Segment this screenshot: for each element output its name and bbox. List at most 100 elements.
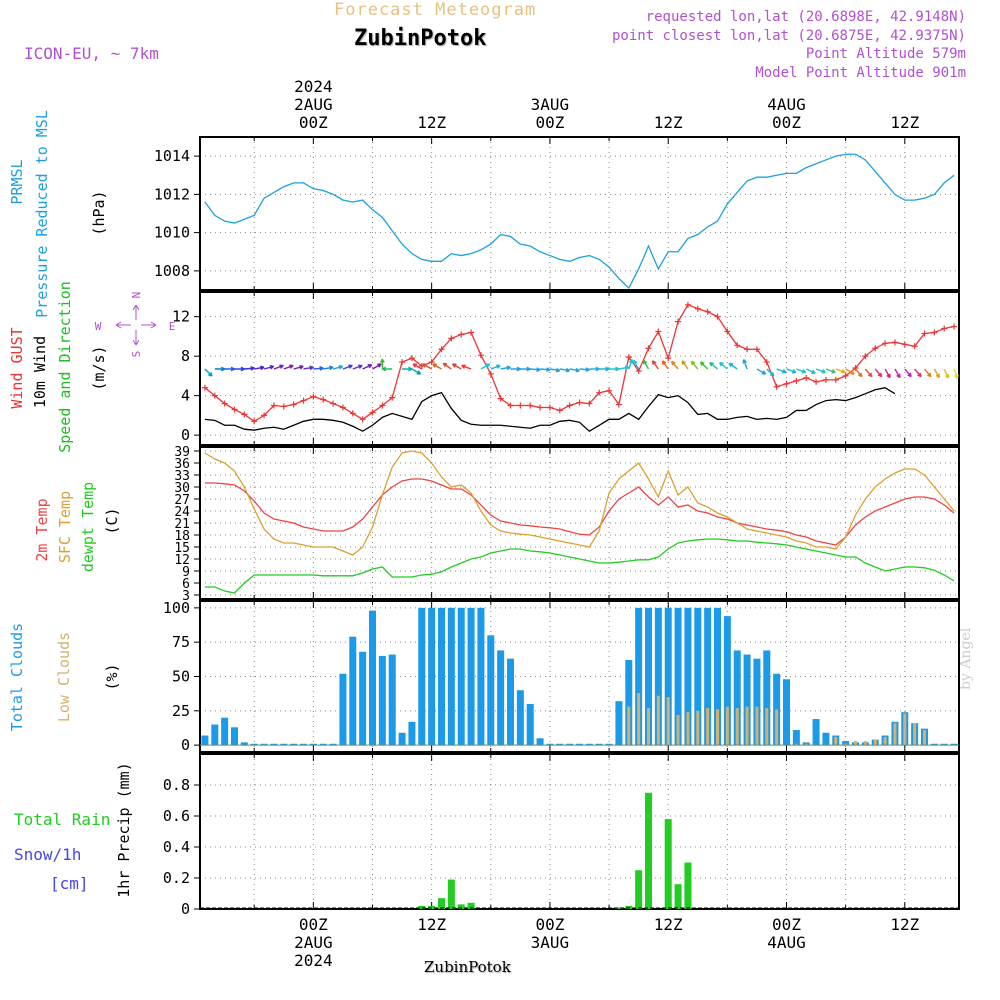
total-cloud-bar [240,742,248,746]
pressure-label-prmsl: PRMSL [8,159,26,204]
wind-direction-arrow [293,364,304,370]
top-time-label: 00Z [299,113,328,132]
low-cloud-bar [735,708,739,746]
wind-direction-arrow [422,363,432,370]
low-cloud-bar [923,730,926,746]
total-cloud-bar [319,743,327,746]
wind-direction-arrow [559,367,571,373]
wind-direction-arrow [569,367,580,373]
clouds-panel [194,600,960,753]
temp-dewpoint-label: dewpt Temp [79,482,97,572]
total-cloud-bar [743,654,751,746]
gust-marker [901,341,908,348]
wind-direction-arrow [589,366,600,372]
rain-bar [438,898,445,909]
gust-marker [872,345,879,352]
gust-marker [497,395,504,402]
bottom-time-label: 00Z [299,915,328,934]
bottom-time-label: 2AUG [294,933,333,952]
gust-marker [349,410,356,417]
wind-frame [199,291,960,446]
low-cloud-bar [647,708,650,746]
gust-marker [862,353,869,360]
temp-series-line [204,478,955,546]
gust-marker [428,359,435,366]
wind-direction-arrow [796,368,807,374]
rain-bar [664,819,672,909]
low-clouds-label: Low Clouds [55,632,73,722]
total-cloud-bar [300,743,307,746]
wind-direction-arrow [642,359,650,370]
precip-frame [199,753,960,910]
wind-speed-direction-label: Speed and Direction [56,281,74,453]
wind-direction-arrow [490,364,501,370]
wind-direction-arrow [690,360,699,370]
total-cloud-bar [526,703,534,746]
gust-marker [408,355,415,362]
product-title: Forecast Meteogram [334,0,537,20]
wind-direction-arrow [214,366,226,372]
wind-direction-arrow [263,364,275,370]
gust-marker [684,301,691,308]
gust-marker [891,339,898,346]
low-cloud-bar [676,714,680,746]
low-cloud-bar [834,736,838,746]
wind-direction-arrow [953,368,959,379]
wind-direction-arrow [805,368,816,374]
wind-direction-arrow [815,368,826,374]
top-time-label: 00Z [772,113,801,132]
wind-direction-arrow [323,365,334,371]
wind-direction-arrow [766,368,775,377]
gust-marker [517,402,524,409]
compass-icon [115,304,157,346]
total-cloud-bar [250,743,258,746]
wind-direction-arrow [432,363,442,370]
wind-direction-arrow [709,361,718,370]
wind-direction-arrow [651,360,659,370]
gust-marker [507,402,514,409]
pressure-label-msl: Pressure Reduced to MSL [33,110,51,318]
low-cloud-bar [775,709,779,746]
wind-direction-arrow [549,367,561,373]
total-cloud-bar [615,701,623,746]
wind-direction-arrow [442,362,452,370]
total-cloud-bar [457,607,465,746]
wind-direction-arrow [719,361,728,370]
requested-coordinates: requested lon,lat (20.6898E, 42.9148N) [645,9,966,25]
wind-direction-arrow [411,368,422,375]
precip-ytick-label: 0.4 [163,838,190,856]
closest-point-coordinates: point closest lon,lat (20.6875E, 42.9375… [611,28,966,44]
wind-direction-arrow [681,360,689,370]
wind-direction-arrow [742,359,748,370]
bottom-time-label: 00Z [772,915,801,934]
wind-direction-arrow [352,364,363,370]
gust-marker [665,355,672,362]
total-cloud-bar [231,727,238,746]
low-cloud-bar [686,712,690,746]
total-cloud-bar [536,738,544,746]
pressure-ytick-label: 1010 [154,224,190,242]
precip-ytick-label: 0 [181,900,190,918]
bottom-time-label: 12Z [417,915,446,934]
total-cloud-bar [694,607,702,746]
wind-direction-arrow [362,364,373,370]
gust-marker [704,308,711,315]
gust-marker [537,404,544,411]
gust-marker [783,380,790,387]
temp-ytick-label: 30 [174,481,190,496]
top-time-label: 4AUG [767,95,806,114]
rain-bar [615,907,623,909]
temp-ytick-label: 3 [182,589,190,604]
wind-direction-arrow [579,367,590,372]
total-cloud-bar [438,607,445,746]
low-cloud-bar [873,739,877,746]
total-cloud-bar [428,607,436,746]
gust-marker [221,400,228,407]
gust-marker [921,330,928,337]
low-cloud-bar [696,710,700,746]
low-cloud-bar [627,706,631,746]
wind-direction-arrow [234,366,245,372]
wind-direction-arrow [599,366,610,372]
point-altitude: Point Altitude 579m [805,46,966,62]
wind-direction-arrow [510,366,521,372]
